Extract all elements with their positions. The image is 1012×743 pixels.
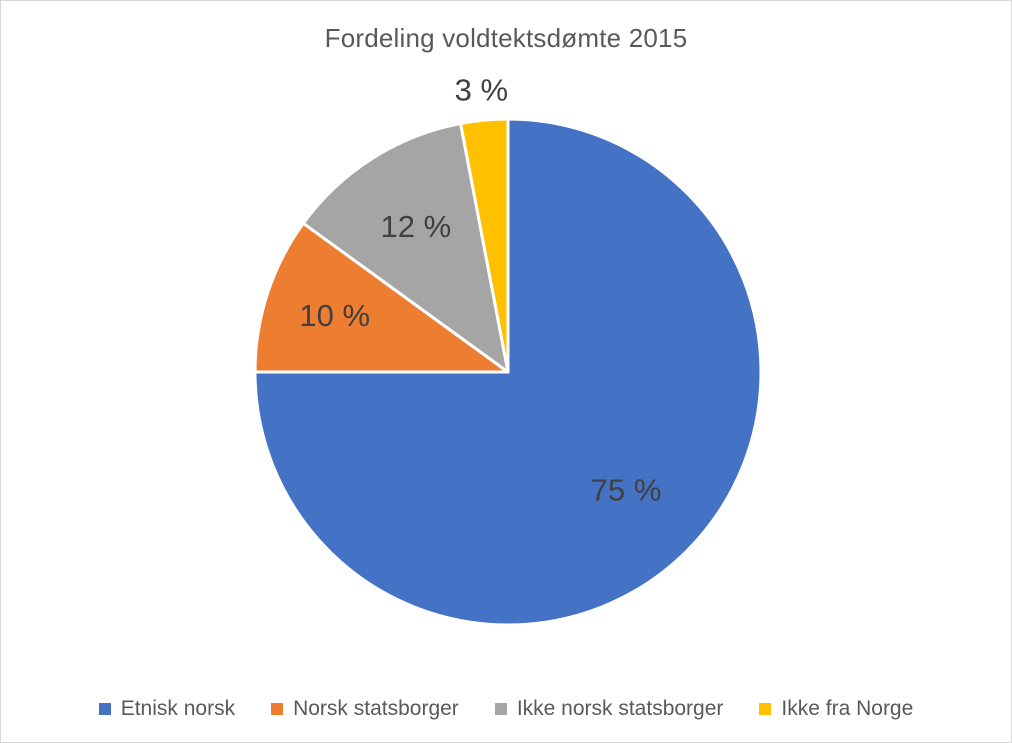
chart-title: Fordeling voldtektsdømte 2015 (324, 23, 688, 53)
pie-slice-2 (253, 221, 510, 374)
pie-slice-3 (301, 121, 510, 374)
pie-slice-4 (459, 117, 510, 374)
legend-label: Etnisk norsk (120, 697, 236, 720)
legend-swatch (271, 703, 284, 715)
data-label-2: 10 % (299, 298, 370, 333)
data-label-1: 75 % (591, 473, 662, 508)
legend-item-1: Etnisk norsk (98, 697, 236, 721)
legend-swatch (494, 703, 507, 715)
legend-item-3: Ikke norsk statsborger (494, 697, 724, 721)
legend-swatch (98, 703, 111, 715)
pie-chart: 75 % 10 % 12 % 3 % (253, 72, 763, 627)
data-label-3: 12 % (380, 209, 451, 244)
legend-item-4: Ikke fra Norge (759, 697, 913, 721)
legend-item-2: Norsk statsborger (271, 697, 459, 721)
data-label-4: 3 % (455, 72, 508, 107)
legend-label: Ikke norsk statsborger (516, 697, 724, 720)
legend-swatch (759, 703, 772, 715)
legend-label: Norsk statsborger (293, 697, 459, 720)
chart-legend: Etnisk norsk Norsk statsborger Ikke norsk … (1, 697, 1011, 721)
legend-label: Ikke fra Norge (781, 697, 914, 720)
